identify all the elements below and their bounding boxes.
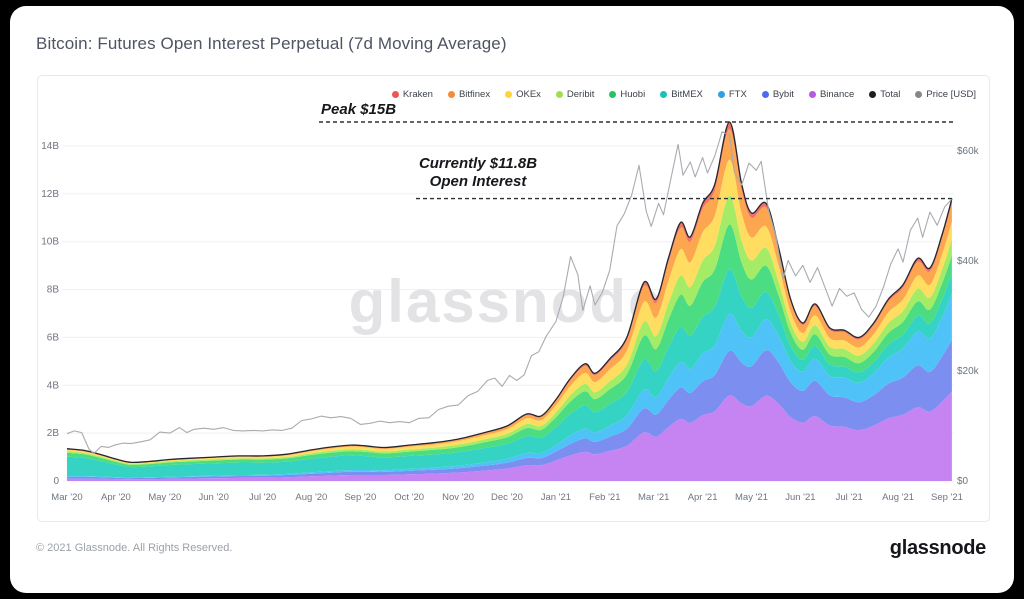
axis-label-left: 14B [41, 141, 59, 152]
axis-label-bottom: Feb '21 [589, 492, 620, 503]
axis-label-right: $20k [957, 366, 980, 377]
axis-label-bottom: Dec '20 [491, 492, 523, 503]
legend-dot [761, 91, 769, 98]
axis-label-bottom: Mar '20 [51, 492, 82, 503]
axis-label-left: 4B [47, 380, 60, 391]
legend-label: Huobi [620, 89, 646, 100]
annotation-current-line2: Open Interest [429, 173, 527, 190]
area-bybit [67, 339, 952, 480]
chart-svg[interactable]: glassnode 0 2B 4B 6B 8B 10B 12B 14B $0 $20k $40k $60… [38, 76, 989, 521]
axis-label-left: 0 [53, 476, 59, 487]
axis-label-left: 8B [47, 285, 60, 296]
legend-dot [447, 91, 455, 98]
chart-panel[interactable]: glassnode 0 2B 4B 6B 8B 10B 12B 14B $0 $20k $40k $60… [37, 75, 990, 522]
legend-label: BitMEX [671, 89, 703, 100]
total-line [66, 121, 953, 464]
legend-label: Bitfinex [458, 89, 491, 100]
annotation-peak: Peak $15B [321, 101, 397, 118]
axis-label-left: 6B [47, 332, 60, 343]
legend-item-bitfinex[interactable]: Bitfinex [447, 89, 491, 100]
legend-label: Kraken [402, 89, 433, 100]
legend-item-ftx[interactable]: FTX [717, 89, 747, 100]
legend-label: Bybit [772, 89, 794, 100]
legend-item-total[interactable]: Total [869, 89, 900, 100]
axis-label-right: $40k [957, 256, 980, 267]
legend-item-deribit[interactable]: Deribit [555, 89, 595, 100]
legend-dot [609, 91, 617, 98]
legend-label: Binance [819, 89, 855, 100]
legend-item-binance[interactable]: Binance [808, 89, 855, 100]
legend-dot [869, 91, 877, 98]
axis-label-bottom: Jun '20 [199, 492, 229, 503]
area-ftx [67, 293, 952, 479]
axis-label-left: 12B [41, 189, 59, 200]
copyright: © 2021 Glassnode. All Rights Reserved. [36, 542, 233, 554]
axis-label-left: 2B [47, 428, 60, 439]
annotation-current: Currently $11.8B Open Interest [378, 155, 578, 191]
axis-label-bottom: Apr '21 [688, 492, 718, 503]
legend-dot [915, 91, 923, 98]
axis-label-bottom: Oct '20 [394, 492, 424, 503]
axis-label-bottom: Jan '21 [541, 492, 571, 503]
legend-item-huobi[interactable]: Huobi [609, 89, 645, 100]
legend-label: Price [USD] [926, 89, 976, 100]
axis-label-right: $60k [957, 146, 980, 157]
legend-dot [808, 91, 816, 98]
legend-label: Deribit [566, 89, 595, 100]
axis-label-bottom: Aug '21 [882, 492, 914, 503]
axis-label-left: 10B [41, 237, 59, 248]
legend-item-price-usd-[interactable]: Price [USD] [915, 89, 976, 100]
price-line [66, 131, 953, 455]
axis-label-bottom: May '20 [148, 492, 181, 503]
annotation-current-line1: Currently $11.8B [418, 155, 538, 172]
legend-dot [660, 91, 668, 98]
axis-label-bottom: Apr '20 [101, 492, 131, 503]
legend-dot [391, 91, 399, 98]
area-binance [67, 391, 952, 481]
brand-wordmark: glassnode [889, 537, 987, 559]
legend-label: Total [880, 89, 901, 100]
axis-label-bottom: Sep '21 [931, 492, 963, 503]
legend-item-okex[interactable]: OKEx [505, 89, 541, 100]
axis-label-bottom: Jun '21 [785, 492, 815, 503]
axis-label-bottom: Mar '21 [638, 492, 669, 503]
axis-label-bottom: Jul '20 [249, 492, 276, 503]
axis-label-right: $0 [957, 476, 969, 487]
legend-label: OKEx [516, 89, 541, 100]
legend-item-kraken[interactable]: Kraken [391, 89, 433, 100]
axis-label-bottom: Aug '20 [295, 492, 327, 503]
axis-label-bottom: Nov '20 [442, 492, 474, 503]
legend-dot [555, 91, 563, 98]
axis-label-bottom: May '21 [735, 492, 768, 503]
watermark-text: glassnode [349, 268, 664, 335]
legend: Kraken Bitfinex OKEx Deribit Huobi BitMEX FTX B… [391, 89, 976, 100]
legend-item-bitmex[interactable]: BitMEX [660, 89, 703, 100]
legend-label: FTX [728, 89, 747, 100]
axis-label-bottom: Sep '20 [344, 492, 376, 503]
legend-dot [717, 91, 725, 98]
legend-item-bybit[interactable]: Bybit [761, 89, 794, 100]
chart-card: Bitcoin: Futures Open Interest Perpetual… [10, 6, 1014, 593]
legend-dot [505, 91, 513, 98]
axis-label-bottom: Jul '21 [836, 492, 863, 503]
chart-title: Bitcoin: Futures Open Interest Perpetual… [36, 34, 507, 53]
